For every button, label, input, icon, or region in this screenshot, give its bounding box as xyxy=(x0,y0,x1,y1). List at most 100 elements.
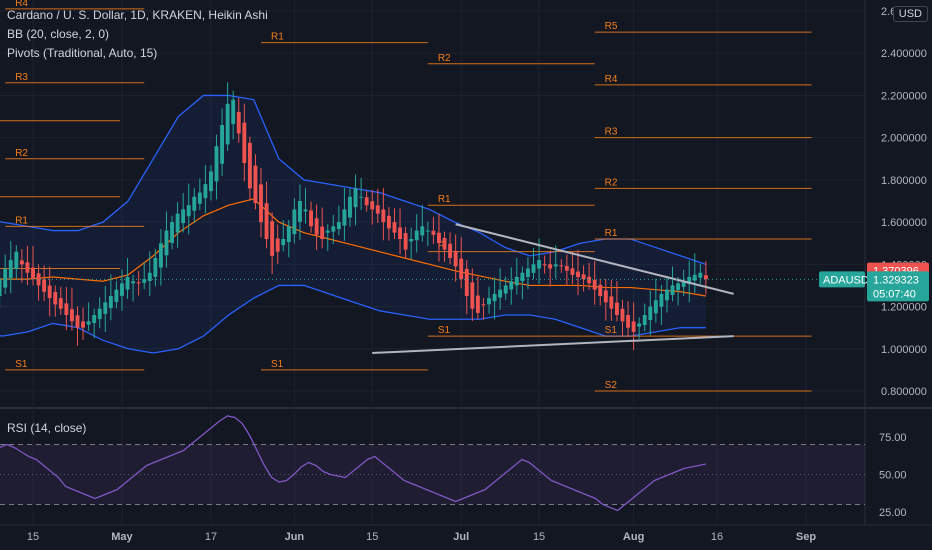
candle-body xyxy=(281,239,286,246)
price-tick-label: 1.200000 xyxy=(881,302,927,314)
candle-body xyxy=(375,205,380,214)
candle-body xyxy=(470,282,475,309)
price-tick-label: 1.600000 xyxy=(881,217,927,229)
candle-body xyxy=(459,258,464,280)
candle-body xyxy=(481,304,486,306)
candle-body xyxy=(259,184,263,223)
candle-body xyxy=(409,239,414,242)
candle-body xyxy=(103,302,108,314)
symbol-tag-bg xyxy=(819,271,865,288)
candle-body xyxy=(53,291,58,305)
candle-body xyxy=(386,215,391,229)
current-price-tag-bg xyxy=(867,271,929,302)
pivot-label: R4 xyxy=(605,74,618,85)
candle-body xyxy=(509,281,514,290)
candle-body xyxy=(331,226,336,232)
bb-upper-line xyxy=(0,94,707,265)
candle-body xyxy=(364,197,369,206)
countdown-tag: 05:07:40 xyxy=(873,288,916,300)
candle-body xyxy=(25,262,30,273)
candle-body xyxy=(525,268,530,277)
candle-body xyxy=(314,218,319,235)
pivot-label: R1 xyxy=(271,32,284,43)
candle-body xyxy=(503,285,508,294)
candle-body xyxy=(381,209,386,223)
candle-body xyxy=(153,258,158,277)
price-tick-label: 0.800000 xyxy=(881,386,927,398)
pivot-label: R4 xyxy=(15,0,28,9)
candle-body xyxy=(520,272,525,282)
candle-body xyxy=(303,209,308,212)
pivot-label: S2 xyxy=(605,380,618,391)
candle-body xyxy=(592,280,597,290)
price-tick-label: 2.000000 xyxy=(881,133,927,145)
candle-body xyxy=(414,230,419,241)
candle-body xyxy=(225,103,230,145)
candle-body xyxy=(309,210,314,227)
price-tick-label: 2.400000 xyxy=(881,48,927,60)
candle-body xyxy=(353,188,358,208)
candle-body xyxy=(164,230,169,256)
time-tick-label: Sep xyxy=(796,531,816,543)
symbol-legend[interactable]: Cardano / U. S. Dollar, 1D, KRAKEN, Heik… xyxy=(7,8,268,22)
candle-body xyxy=(431,230,436,235)
time-tick-label: Jul xyxy=(453,531,469,543)
candle-body xyxy=(665,289,669,301)
candle-body xyxy=(620,308,625,322)
rsi-legend[interactable]: RSI (14, close) xyxy=(7,421,87,435)
rsi-line xyxy=(0,415,707,512)
pivot-label: R2 xyxy=(15,148,28,159)
time-tick-label: May xyxy=(111,531,133,543)
candle-body xyxy=(97,308,102,319)
candle-body xyxy=(359,196,364,198)
candle-body xyxy=(14,251,19,270)
candle-body xyxy=(448,243,453,258)
candle-body xyxy=(292,209,297,235)
candle-body xyxy=(120,283,124,296)
candle-body xyxy=(170,222,174,243)
pivot-label: S1 xyxy=(438,325,451,336)
candle-body xyxy=(581,274,586,280)
time-tick-label: Aug xyxy=(623,531,644,543)
price-tick-label: 1.800000 xyxy=(881,175,927,187)
pivot-label: R2 xyxy=(605,177,618,188)
candle-body xyxy=(342,209,347,226)
candle-body xyxy=(492,293,497,302)
candle-body xyxy=(264,203,269,239)
candle-body xyxy=(603,290,608,303)
candle-body xyxy=(670,285,675,295)
candle-body xyxy=(692,274,697,281)
candle-body xyxy=(531,264,536,273)
candle-body xyxy=(514,277,519,286)
candle-body xyxy=(81,321,85,328)
candle-body xyxy=(42,279,47,292)
candle-body xyxy=(209,171,213,192)
currency-badge[interactable]: USD xyxy=(892,6,928,22)
candle-body xyxy=(420,226,425,236)
candle-body xyxy=(642,315,647,326)
candle-body xyxy=(136,282,141,284)
candle-body xyxy=(175,213,180,233)
candle-body xyxy=(203,184,208,199)
pivots-legend[interactable]: Pivots (Traditional, Auto, 15) xyxy=(7,46,158,60)
candle-body xyxy=(197,192,202,204)
bb-fill xyxy=(0,95,706,353)
candle-body xyxy=(320,226,325,239)
pivot-label: S1 xyxy=(271,359,284,370)
candle-body xyxy=(648,306,653,321)
pivot-label: P xyxy=(438,241,445,252)
bb-lower-line xyxy=(0,284,706,354)
candle-body xyxy=(336,222,341,230)
candle-body xyxy=(220,125,225,164)
trendline-lower xyxy=(372,335,734,354)
candle-body xyxy=(214,146,219,182)
candle-body xyxy=(587,276,592,284)
candle-body xyxy=(325,230,330,233)
candle-body xyxy=(47,285,52,299)
candle-body xyxy=(286,226,291,243)
pivot-label: R1 xyxy=(605,228,618,239)
candle-body xyxy=(614,302,619,315)
candle-body xyxy=(31,267,35,280)
bb-legend[interactable]: BB (20, close, 2, 0) xyxy=(7,27,110,41)
